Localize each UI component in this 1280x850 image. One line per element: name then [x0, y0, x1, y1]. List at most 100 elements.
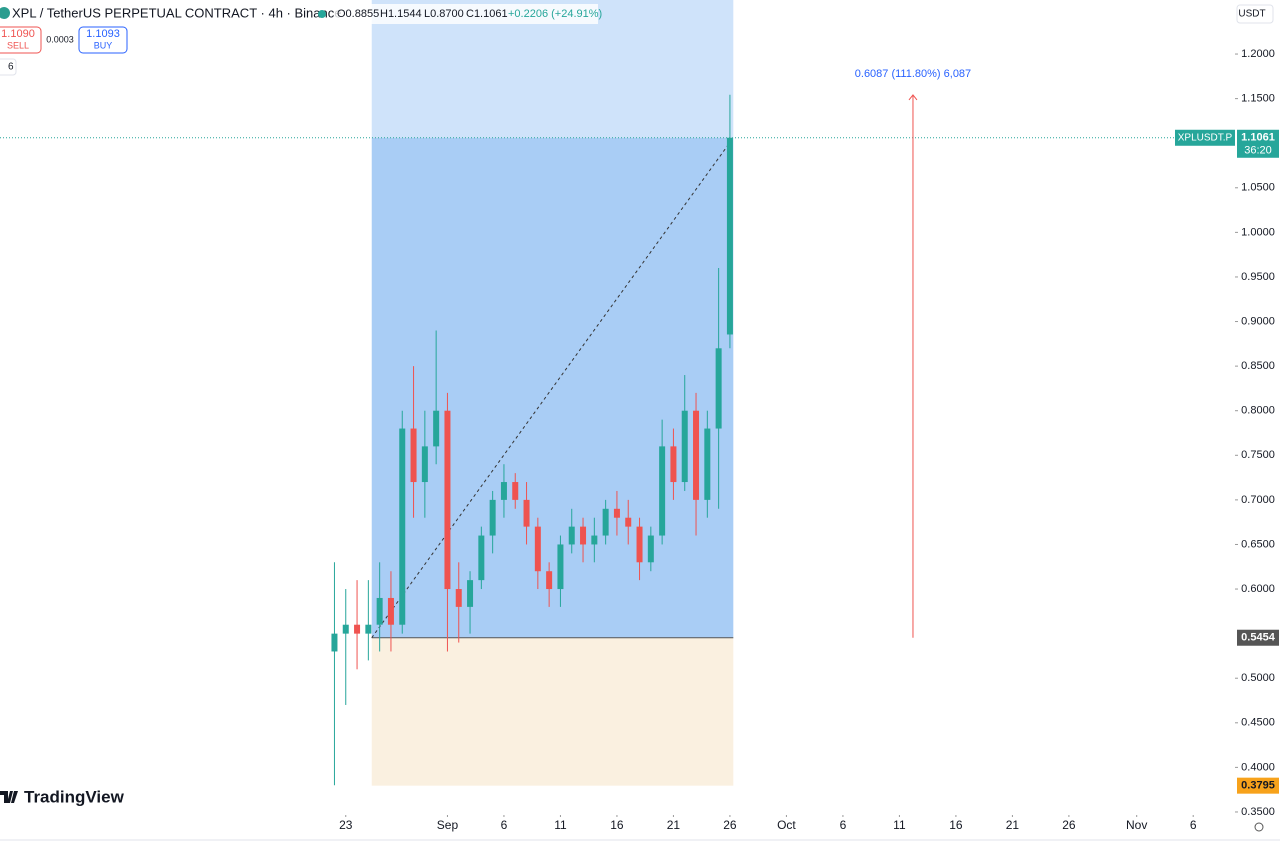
- buy-button[interactable]: [78, 26, 128, 54]
- candle-body: [568, 526, 575, 545]
- sell-price: 1.1090: [1, 28, 35, 40]
- candle-body: [331, 633, 338, 652]
- current-price-label-bg: [1237, 129, 1279, 158]
- currency-box: [1236, 4, 1274, 24]
- x-tick-label: Oct: [777, 818, 796, 832]
- stop-label-bg: [1237, 777, 1279, 794]
- x-tick-label: 6: [501, 818, 508, 832]
- candle-body: [591, 535, 598, 545]
- countdown: 36:20: [1244, 145, 1272, 157]
- candle-body: [342, 624, 349, 634]
- candle-body: [410, 428, 417, 483]
- symbol-tag: XPLUSDT.P: [1178, 132, 1233, 143]
- candle-body: [467, 580, 474, 607]
- candle-body: [715, 348, 722, 429]
- candle-body: [523, 499, 530, 527]
- x-tick-label: Nov: [1126, 818, 1147, 832]
- candle-body: [399, 428, 406, 625]
- y-tick-label: 0.4500: [1241, 717, 1275, 729]
- x-tick-label: 6: [1190, 818, 1197, 832]
- candle-body: [636, 526, 643, 563]
- current-price-label: 1.1061: [1241, 132, 1275, 144]
- candle-body: [489, 499, 496, 536]
- measure-arrow: [908, 94, 918, 101]
- ohlc-legend: L0.8700: [424, 8, 464, 20]
- candle-body: [557, 544, 564, 590]
- candle-body: [580, 526, 587, 545]
- candle-body: [478, 535, 485, 581]
- indicator-count: 6: [8, 62, 14, 73]
- ohlc-legend: +0.2206 (+24.91%): [508, 8, 602, 20]
- y-tick-label: 0.7000: [1241, 494, 1275, 506]
- candle-body: [354, 624, 361, 634]
- currency: USDT: [1238, 9, 1265, 20]
- candle-body: [726, 137, 733, 335]
- candle-body: [647, 535, 654, 563]
- x-tick-label: 6: [840, 818, 847, 832]
- candle-body: [365, 624, 372, 634]
- y-tick-label: 0.8000: [1241, 405, 1275, 417]
- y-tick-label: 1.1500: [1241, 93, 1275, 105]
- x-tick-label: 26: [723, 818, 737, 832]
- y-tick-label: 0.7500: [1241, 449, 1275, 461]
- x-tick-label: 21: [667, 818, 681, 832]
- x-tick-label: 26: [1062, 818, 1076, 832]
- symbol-icon: [0, 7, 10, 19]
- y-tick-label: 0.6000: [1241, 583, 1275, 595]
- candle-body: [704, 428, 711, 500]
- stop-zone: [371, 637, 734, 786]
- candle-body: [421, 446, 428, 483]
- candle-body: [512, 482, 519, 500]
- sell-label: SELL: [7, 40, 29, 50]
- y-tick-label: 0.9000: [1241, 315, 1275, 327]
- y-tick-label: 0.8500: [1241, 360, 1275, 372]
- logo: TradingView: [24, 787, 125, 806]
- y-tick-label: 0.6500: [1241, 538, 1275, 550]
- candle-body: [534, 526, 541, 572]
- candle-body: [670, 446, 677, 483]
- candle-body: [376, 597, 383, 625]
- ohlc-legend: C1.1061: [466, 8, 508, 20]
- trend-line: [371, 137, 734, 639]
- stop-label: 0.3795: [1241, 780, 1275, 792]
- x-tick-label: 16: [610, 818, 624, 832]
- candle-body: [659, 446, 666, 536]
- y-tick-label: 1.2000: [1241, 48, 1275, 60]
- candle-body: [681, 410, 688, 483]
- candle-body: [693, 410, 700, 500]
- title: XPL / TetherUS PERPETUAL CONTRACT · 4h ·…: [12, 5, 341, 20]
- entry-label-bg: [1237, 629, 1279, 646]
- y-tick-label: 1.0500: [1241, 182, 1275, 194]
- candle-body: [500, 482, 507, 500]
- buy-label: BUY: [94, 40, 113, 50]
- legend-bg: [334, 4, 598, 24]
- y-tick-label: 0.9500: [1241, 271, 1275, 283]
- x-tick-label: 16: [949, 818, 963, 832]
- ohlc-legend: H1.1544: [380, 8, 422, 20]
- indicator-box: [0, 58, 17, 76]
- buy-price: 1.1093: [86, 28, 120, 40]
- x-tick-label: 11: [893, 818, 906, 832]
- y-tick-label: 1.0000: [1241, 226, 1275, 238]
- symbol-tag-bg: [1175, 129, 1235, 146]
- candle-body: [444, 410, 451, 590]
- spread: 0.0003: [46, 34, 74, 44]
- measure-label: 0.6087 (111.80%) 6,087: [855, 68, 971, 80]
- x-tick-label: 23: [339, 818, 353, 832]
- candle-body: [546, 571, 553, 590]
- ohlc-legend: O0.8855: [337, 8, 379, 20]
- settings-icon: [1254, 822, 1264, 832]
- y-tick-label: 0.3500: [1241, 806, 1275, 818]
- candle-body: [625, 517, 632, 527]
- x-tick-label: 21: [1006, 818, 1020, 832]
- y-tick-label: 0.4000: [1241, 761, 1275, 773]
- entry-label: 0.5454: [1241, 632, 1276, 644]
- y-tick-label: 0.5000: [1241, 672, 1275, 684]
- status-dot: [318, 10, 326, 18]
- candle-body: [433, 410, 440, 447]
- candle-body: [455, 589, 462, 607]
- x-tick-label: Sep: [437, 818, 459, 832]
- sell-button[interactable]: [0, 26, 42, 54]
- logo-mark: [0, 791, 18, 803]
